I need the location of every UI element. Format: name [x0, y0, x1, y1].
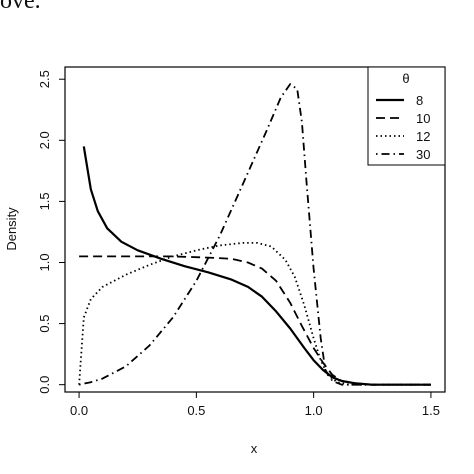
y-tick-label: 1.5 — [37, 192, 52, 210]
y-tick-label: 1.0 — [37, 253, 52, 271]
legend-label-8: 8 — [416, 93, 423, 108]
x-axis: 0.0 0.5 1.0 1.5 — [70, 392, 440, 418]
series-line-10 — [79, 255, 431, 386]
x-tick-label: 1.5 — [422, 403, 440, 418]
legend-box — [367, 66, 446, 166]
y-tick-label: 0.5 — [37, 315, 52, 333]
y-tick-label: 2.0 — [37, 131, 52, 149]
series-line-30 — [78, 83, 431, 386]
x-tick-label: 1.0 — [305, 403, 323, 418]
y-tick-label: 0.0 — [37, 376, 52, 394]
y-axis-title: Density — [4, 207, 19, 251]
legend: θ 8 10 12 30 — [367, 66, 446, 166]
x-tick-label: 0.5 — [187, 403, 205, 418]
x-tick-label: 0.0 — [70, 403, 88, 418]
plot-frame — [64, 66, 446, 393]
legend-label-12: 12 — [416, 129, 430, 144]
x-axis-title: x — [251, 441, 258, 456]
series-line-12 — [78, 241, 431, 386]
series-layer — [78, 83, 431, 386]
series-line-8 — [82, 146, 431, 386]
legend-label-30: 30 — [416, 147, 430, 162]
header-fragment-text: ove. — [0, 0, 41, 14]
y-tick-label: 2.5 — [37, 70, 52, 88]
legend-label-10: 10 — [416, 111, 430, 126]
legend-title: θ — [402, 71, 409, 86]
y-axis: 0.0 0.5 1.0 1.5 2.0 2.5 — [37, 70, 65, 394]
